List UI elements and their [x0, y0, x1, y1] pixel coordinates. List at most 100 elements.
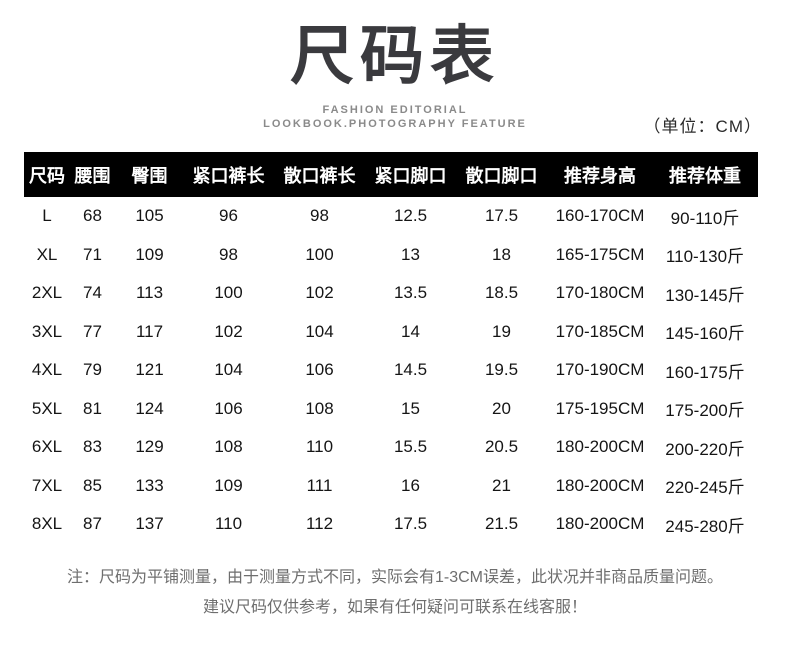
table-cell: 16: [401, 475, 420, 495]
table-cell: 13.5: [393, 283, 428, 303]
subtitle: FASHION EDITORIAL LOOKBOOK.PHOTOGRAPHY F…: [0, 103, 790, 131]
note-line-1: 注：尺码为平铺测量，由于测量方式不同，实际会有1-3CM误差，此状况并非商品质量…: [66, 569, 723, 586]
table-cell: 83: [83, 437, 102, 457]
table-cell: 109: [214, 475, 243, 495]
table-cell: 12.5: [393, 206, 428, 226]
table-cell: 108: [214, 437, 243, 457]
table-cell: 17.5: [484, 206, 519, 226]
table-cell: 170-180CM: [555, 283, 645, 303]
table-cell: 109: [135, 244, 164, 264]
column-header: 尺码: [29, 165, 65, 186]
table-cell: 130-145斤: [665, 285, 745, 305]
table-cell: 145-160斤: [665, 324, 745, 344]
table-row: 6XL 83 129 108 110 15.5 20.5 180-200CM 200-220斤: [24, 428, 758, 467]
table-cell: 245-280斤: [665, 516, 745, 536]
table-cell: 106: [305, 360, 334, 380]
table-cell: 100: [305, 244, 334, 264]
table-cell: 98: [310, 206, 329, 226]
column-header: 散口脚口: [465, 165, 538, 186]
table-cell: 175-195CM: [555, 398, 645, 418]
table-cell: 79: [83, 360, 102, 380]
column-header: 臀围: [131, 165, 168, 186]
table-cell: 4XL: [31, 360, 63, 380]
table-row: L 68 105 96 98 12.5 17.5 160-170CM 90-110斤: [24, 197, 758, 236]
table-cell: 117: [135, 321, 164, 341]
table-cell: 200-220斤: [665, 439, 745, 459]
table-cell: 160-175斤: [665, 362, 745, 382]
table-cell: 15: [401, 398, 420, 418]
table-cell: 112: [305, 514, 334, 534]
table-cell: 90-110斤: [670, 208, 740, 228]
table-cell: 100: [214, 283, 243, 303]
table-cell: 68: [83, 206, 102, 226]
table-row: 5XL 81 124 106 108 15 20 175-195CM 175-200斤: [24, 390, 758, 429]
table-cell: 111: [306, 475, 333, 495]
table-row: 2XL 74 113 100 102 13.5 18.5 170-180CM 130-145斤: [24, 274, 758, 313]
table-cell: 13: [401, 244, 420, 264]
table-cell: 102: [214, 321, 243, 341]
table-cell: 220-245斤: [665, 478, 745, 498]
table-cell: 7XL: [31, 475, 63, 495]
column-header: 散口裤长: [283, 165, 356, 186]
table-cell: 129: [135, 437, 164, 457]
table-cell: 71: [83, 244, 102, 264]
footer-note: 注：尺码为平铺测量，由于测量方式不同，实际会有1-3CM误差，此状况并非商品质量…: [0, 563, 790, 623]
table-cell: 180-200CM: [555, 437, 645, 457]
table-cell: 14: [401, 321, 420, 341]
size-table: 尺码 腰围 臀围 紧口裤长 散口裤长 紧口脚口 散口脚口 推荐身高 推荐体重 L 68 105 96 9…: [24, 152, 758, 544]
table-cell: 20: [492, 398, 511, 418]
table-cell: 160-170CM: [555, 206, 645, 226]
page-title: 尺码表: [290, 20, 500, 92]
table-cell: 180-200CM: [555, 514, 645, 534]
table-cell: 98: [219, 244, 238, 264]
table-cell: 110: [305, 437, 334, 457]
table-cell: 8XL: [31, 514, 63, 534]
table-cell: 170-190CM: [555, 360, 645, 380]
table-cell: 6XL: [31, 437, 63, 457]
table-cell: 124: [135, 398, 164, 418]
table-cell: 170-185CM: [555, 321, 645, 341]
table-cell: 110: [214, 514, 243, 534]
table-cell: 15.5: [393, 437, 428, 457]
table-row: 4XL 79 121 104 106 14.5 19.5 170-190CM 160-175斤: [24, 351, 758, 390]
table-cell: 105: [135, 206, 164, 226]
table-cell: 87: [83, 514, 102, 534]
table-cell: 104: [305, 321, 334, 341]
note-line-2: 建议尺码仅供参考，如果有任何疑问可联系在线客服！: [202, 599, 587, 616]
table-cell: 133: [135, 475, 164, 495]
table-cell: 18.5: [484, 283, 519, 303]
table-cell: 21.5: [484, 514, 519, 534]
table-cell: 85: [83, 475, 102, 495]
table-cell: 121: [135, 360, 164, 380]
table-cell: 17.5: [393, 514, 428, 534]
table-cell: 81: [83, 398, 102, 418]
table-cell: 106: [214, 398, 243, 418]
table-cell: 19: [492, 321, 511, 341]
table-cell: 20.5: [484, 437, 519, 457]
column-header: 腰围: [74, 165, 111, 186]
table-cell: 74: [83, 283, 102, 303]
table-cell: 108: [305, 398, 334, 418]
column-header: 紧口裤长: [192, 165, 265, 186]
table-cell: 175-200斤: [665, 401, 745, 421]
table-cell: 21: [492, 475, 511, 495]
column-header: 紧口脚口: [374, 165, 447, 186]
table-body: L 68 105 96 98 12.5 17.5 160-170CM 90-110斤 XL 71 10…: [24, 197, 758, 544]
table-cell: 2XL: [31, 283, 63, 303]
table-cell: 113: [135, 283, 164, 303]
table-row: 8XL 87 137 110 112 17.5 21.5 180-200CM 245-280斤: [24, 505, 758, 544]
table-cell: XL: [36, 244, 58, 264]
table-cell: 77: [83, 321, 102, 341]
table-cell: 96: [219, 206, 238, 226]
table-cell: 19.5: [484, 360, 519, 380]
table-cell: 18: [492, 244, 511, 264]
table-cell: 3XL: [31, 321, 63, 341]
table-cell: 14.5: [393, 360, 428, 380]
table-row: 3XL 77 117 102 104 14 19 170-185CM 145-160斤: [24, 313, 758, 352]
column-header: 推荐体重: [669, 165, 741, 186]
table-cell: L: [42, 206, 52, 226]
subtitle-line-1: FASHION EDITORIAL: [322, 104, 468, 116]
table-cell: 102: [305, 283, 334, 303]
header-row: 尺码 腰围 臀围 紧口裤长 散口裤长 紧口脚口 散口脚口 推荐身高 推荐体重: [24, 152, 758, 197]
